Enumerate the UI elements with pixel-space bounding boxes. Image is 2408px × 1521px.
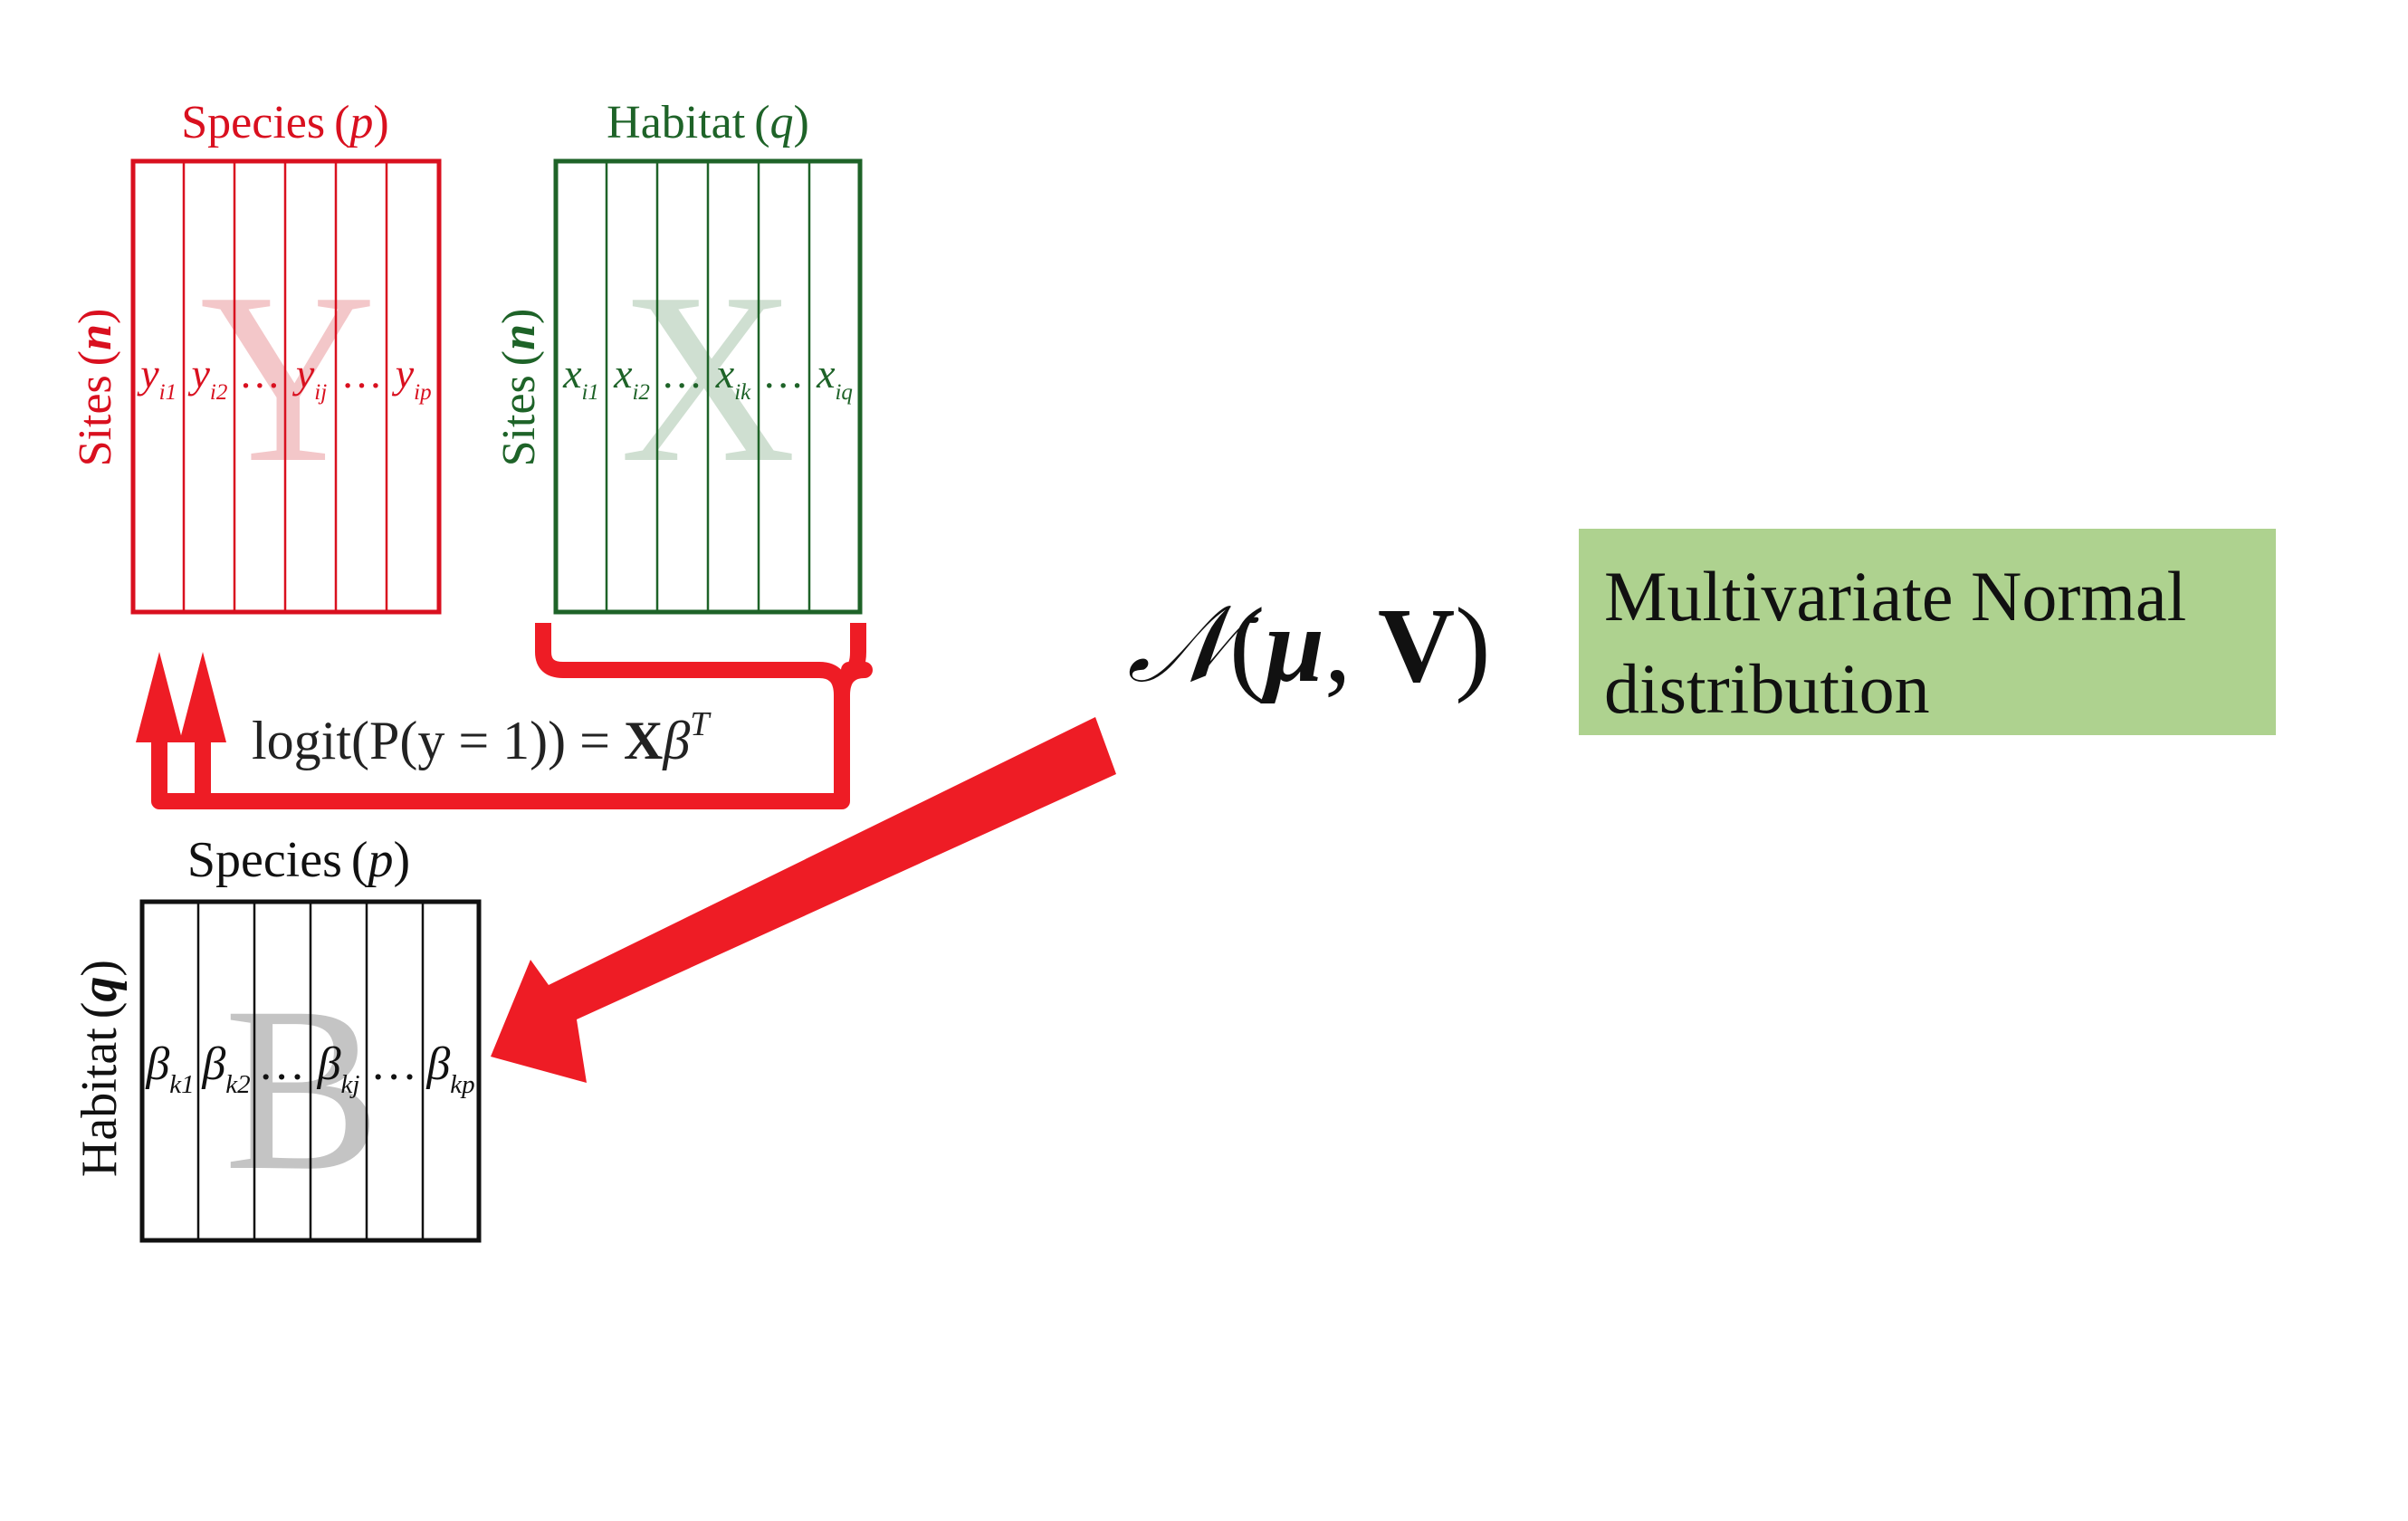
b-matrix-cell-4: βkj [317,1038,360,1099]
x-matrix-cell-1: xi1 [562,350,599,405]
x-matrix-top-label: Habitat (q) [607,97,809,148]
link-equation: logit(P(y = 1)) = XβT [252,705,712,770]
distribution-label-box: Multivariate Normal distribution [1579,529,2276,735]
x-matrix-cell-3: … [664,350,702,397]
x-matrix-cell-6: xiq [816,350,853,405]
distribution-label-line2: distribution [1604,649,1930,728]
b-matrix-cell-3: … [262,1038,303,1090]
y-matrix-cell-5: … [344,350,381,397]
x-matrix-cells: xi1 xi2 … xik … xiq [562,350,853,405]
x-matrix-brace [535,623,873,703]
x-matrix-cell-5: … [766,350,803,397]
y-matrix-watermark: Y [200,243,377,513]
x-matrix-group: X Habitat (q) Sites(n) xi1 xi2… xik… xiq [493,97,863,615]
y-matrix-cell-2: yi2 [188,350,228,405]
b-matrix-cell-1: βk1 [145,1038,194,1099]
b-matrix-group: B Species (p) Habitat(q) βk1 βk2… βkj… βkp [72,832,482,1243]
arrowhead-left [136,652,183,742]
x-matrix-cell-2: xi2 [613,350,650,405]
b-matrix-dividers [196,902,425,1240]
distribution-label-line1: Multivariate Normal [1604,557,2187,636]
x-matrix-cell-4: xik [715,350,751,405]
y-matrix-side-label: Sites(n) [70,309,121,467]
y-matrix-cell-1: yi1 [137,350,177,405]
arrowhead-right [179,652,226,742]
y-matrix-cell-3: … [242,350,279,397]
x-matrix-dividers [605,161,811,612]
return-path [151,688,850,809]
y-matrix-group: Y Species (p) Sites(n) yi1 yi2 … yij … yip [70,97,442,615]
b-matrix-cell-2: βk2 [201,1038,250,1099]
b-matrix-side-label: Habitat(q) [72,960,128,1177]
b-matrix-watermark: B [224,959,380,1220]
y-matrix-cells: yi1 yi2 … yij … yip [137,350,431,405]
y-matrix-cell-4: yij [292,350,327,405]
x-matrix-side-label: Sites(n) [493,309,545,467]
b-matrix-top-label: Species (p) [187,832,410,888]
y-matrix-dividers [182,161,388,612]
y-matrix-cell-6: yip [392,350,432,405]
b-matrix-cell-6: βkp [425,1038,474,1099]
b-matrix-cell-5: … [374,1038,416,1090]
b-matrix-cells: βk1 βk2… βkj… βkp [145,1038,474,1099]
distribution-notation: 𝒩(μ, V) [1127,586,1491,704]
y-matrix-top-label: Species (p) [181,97,389,148]
prior-arrow [491,717,1116,1083]
